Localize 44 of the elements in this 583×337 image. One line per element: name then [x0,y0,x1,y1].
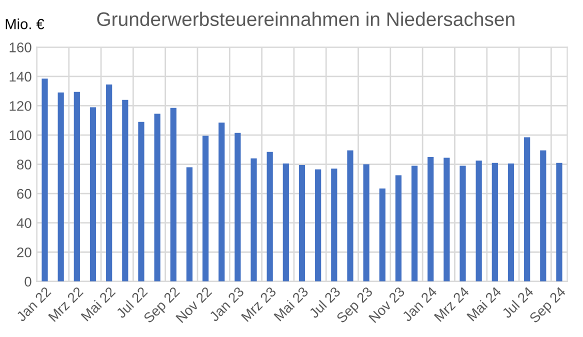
bar [298,165,306,282]
y-tick-label: 60 [17,188,32,199]
y-tick-label: 40 [16,218,32,228]
bar [411,166,418,282]
bar [524,137,530,282]
bar [444,158,450,282]
bar [282,164,289,282]
bar [460,166,466,282]
bar [42,78,48,282]
bar [202,136,209,282]
bar [154,114,160,282]
bar [138,122,144,282]
bar [170,108,176,282]
bar [74,92,80,282]
y-tick-label: 120 [10,101,32,111]
bar [315,169,322,282]
bar [363,164,370,282]
bar [331,168,338,282]
y-tick-label: 80 [17,160,32,170]
bar [186,167,193,282]
y-tick-label: 0 [24,276,32,287]
bar [476,160,482,282]
y-tick-label: 20 [17,247,32,258]
y-tick-label: 100 [10,130,32,140]
bar [395,175,402,282]
y-tick-label: 160 [10,42,32,52]
bar [347,150,354,282]
bar [250,158,257,282]
bar [556,162,562,282]
bar [106,84,112,282]
y-tick-label: 140 [10,72,32,82]
bar [492,162,498,282]
bar [122,100,128,282]
bar [90,107,96,282]
bar [428,156,434,282]
bar [218,122,225,282]
chart-title: Grunderwerbsteuereinnahmen in Niedersachsen [97,12,514,26]
bar [234,132,241,282]
bar [58,92,64,282]
bar [540,150,546,282]
bar [266,152,273,282]
bar [379,188,386,282]
bar [508,164,514,282]
y-axis-title: Mio. € [6,18,44,30]
